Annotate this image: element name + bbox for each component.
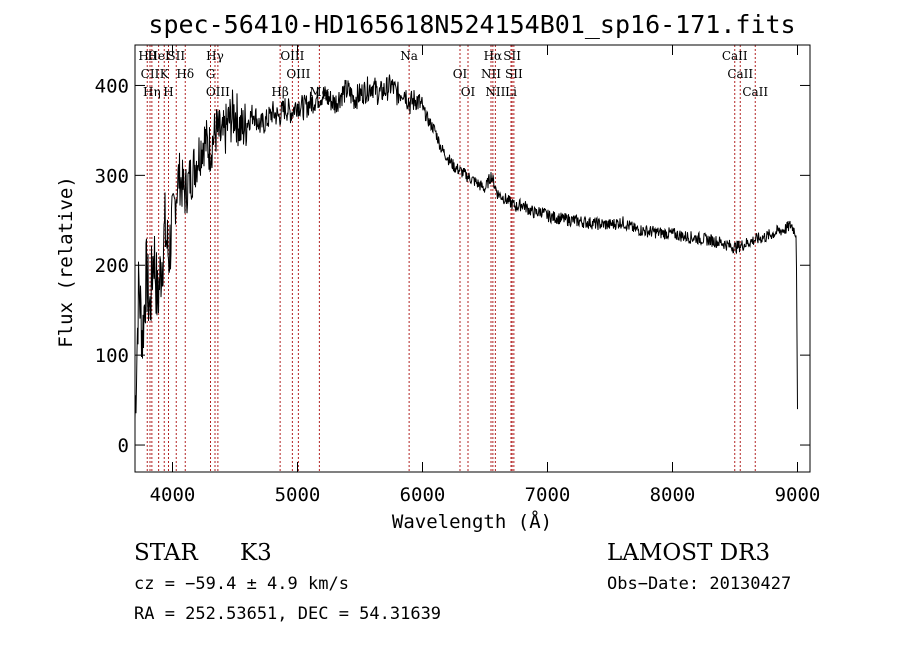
y-tick-label: 0 bbox=[118, 435, 129, 457]
spectrum-series-line bbox=[134, 74, 798, 419]
y-tick-label: 100 bbox=[95, 345, 129, 367]
object-class: STAR bbox=[134, 540, 198, 566]
spectral-line-label: OI bbox=[461, 85, 476, 99]
spectral-line-label: HeI bbox=[147, 49, 170, 63]
x-tick-label: 7000 bbox=[525, 484, 571, 506]
spectral-line-label: SII bbox=[505, 67, 523, 81]
x-tick-label: 6000 bbox=[400, 484, 446, 506]
spectral-line-label: Hη bbox=[143, 85, 161, 99]
spectral-line-label: CII bbox=[141, 67, 160, 81]
spectral-line-label: SII bbox=[503, 49, 521, 63]
plot-frame bbox=[134, 44, 811, 473]
spectral-line-label: K bbox=[160, 67, 170, 81]
spectral-line-label: OIII bbox=[286, 67, 310, 81]
spectral-line-label: Hα bbox=[484, 49, 503, 63]
spectral-line-label: Hδ bbox=[176, 67, 194, 81]
coordinates: RA = 252.53651, DEC = 54.31639 bbox=[134, 604, 441, 624]
x-tick-label: 8000 bbox=[650, 484, 696, 506]
spectral-line-label: NII bbox=[485, 85, 505, 99]
observation-date: Obs−Date: 20130427 bbox=[607, 574, 791, 594]
x-axis-label: Wavelength (Å) bbox=[392, 510, 552, 533]
y-axis-label: Flux (relative) bbox=[55, 176, 77, 348]
y-tick-label: 300 bbox=[95, 165, 129, 187]
spectral-line-label: OIII bbox=[280, 49, 304, 63]
x-tick-label: 9000 bbox=[775, 484, 821, 506]
spectral-line-label: Hγ bbox=[206, 49, 224, 63]
spectral-line-labels: HθCIIHηHeIKHSIIHδOIIIHγGHβOIIIOIIIMgNaOI… bbox=[138, 49, 768, 99]
survey-name: LAMOST DR3 bbox=[607, 540, 770, 566]
spectral-line-markers bbox=[146, 45, 756, 472]
spectral-line-label: CaII bbox=[727, 67, 753, 81]
spectral-line-label: OI bbox=[453, 67, 468, 81]
x-tick-label: 4000 bbox=[150, 484, 196, 506]
x-tick-label: 5000 bbox=[275, 484, 321, 506]
y-tick-label: 400 bbox=[95, 75, 129, 97]
spectral-line-label: Li bbox=[505, 85, 517, 99]
spectral-line-label: H bbox=[163, 85, 173, 99]
spectral-line-label: Hβ bbox=[271, 85, 288, 99]
spectral-line-label: CaII bbox=[722, 49, 748, 63]
y-axis-ticks: 0 100 200 300 400 bbox=[95, 75, 810, 457]
spectral-line-label: G bbox=[206, 67, 216, 81]
spectral-line-label: CaII bbox=[742, 85, 768, 99]
chart-title: spec-56410-HD165618N524154B01_sp16-171.f… bbox=[148, 10, 795, 39]
object-subclass: K3 bbox=[240, 540, 272, 566]
spectral-line-label: OIII bbox=[206, 85, 230, 99]
spectral-line-label: Na bbox=[400, 49, 418, 63]
spectral-line-label: NII bbox=[481, 67, 501, 81]
y-tick-label: 200 bbox=[95, 255, 129, 277]
x-axis-ticks: 4000 5000 6000 7000 8000 9000 bbox=[150, 45, 821, 506]
redshift-velocity: cz = −59.4 ± 4.9 km/s bbox=[134, 574, 349, 594]
spectral-line-label: SII bbox=[167, 49, 185, 63]
spectral-line-label: Hθ bbox=[138, 49, 156, 63]
